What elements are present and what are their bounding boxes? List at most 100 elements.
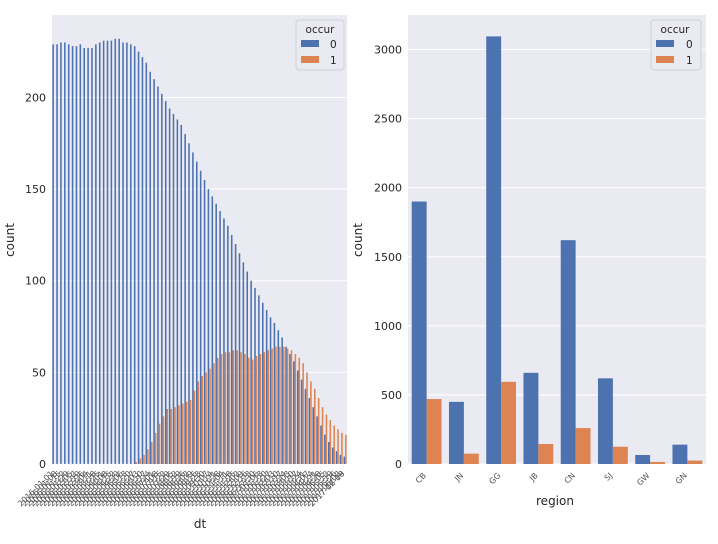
- left-bar-occur-0: [110, 40, 113, 465]
- right-bar-gn-occur-0: [672, 444, 688, 464]
- left-bar-occur-1: [263, 352, 266, 464]
- left-bar-occur-0: [95, 44, 97, 464]
- left-bar-occur-1: [317, 398, 320, 464]
- left-bar-occur-1: [236, 350, 238, 464]
- left-bar-occur-0: [133, 46, 136, 465]
- left-bar-occur-0: [281, 337, 283, 464]
- left-bar-occur-1: [150, 442, 153, 464]
- left-bar-occur-0: [234, 244, 237, 464]
- right-x-tick-label-jb: JB: [527, 471, 540, 484]
- left-bar-occur-0: [83, 47, 85, 464]
- left-bar-occur-0: [161, 93, 163, 465]
- l-y-tick-label: 0: [39, 458, 46, 471]
- left-bar-occur-0: [277, 330, 280, 464]
- right-bar-jn-occur-1: [463, 453, 479, 464]
- left-bar-occur-1: [294, 354, 297, 464]
- left-bar-occur-0: [106, 40, 109, 465]
- left-bar-occur-0: [254, 288, 256, 464]
- left-bar-occur-1: [341, 432, 343, 464]
- left-bar-occur-0: [242, 262, 245, 464]
- right-x-tick-label-gn: GN: [674, 471, 689, 486]
- right-bar-jb-occur-0: [523, 372, 539, 464]
- left-bar-occur-1: [162, 416, 165, 464]
- left-bar-occur-0: [145, 62, 148, 464]
- right-bar-cn-occur-1: [575, 428, 591, 464]
- left-bar-occur-0: [180, 124, 183, 465]
- right-bar-cb-occur-1: [426, 399, 442, 464]
- left-bar-occur-1: [321, 407, 324, 464]
- left-bar-occur-1: [143, 454, 145, 464]
- left-bar-occur-0: [269, 317, 272, 464]
- left-bar-occur-0: [227, 225, 229, 464]
- left-bar-occur-0: [219, 211, 221, 464]
- r-y-tick-label: 0: [395, 458, 402, 471]
- right-y-axis-label: count: [351, 223, 365, 257]
- left-bar-occur-1: [302, 363, 304, 464]
- left-bar-occur-0: [203, 179, 206, 464]
- right-x-tick-label-sj: SJ: [603, 471, 615, 483]
- left-bar-occur-0: [296, 370, 299, 464]
- left-bar-occur-0: [327, 442, 330, 464]
- l-y-tick-label: 100: [25, 275, 46, 288]
- left-bar-occur-0: [215, 203, 217, 465]
- left-bar-occur-0: [246, 271, 249, 464]
- right-bar-cn-occur-0: [560, 240, 576, 464]
- left-bar-occur-0: [192, 152, 194, 464]
- left-bar-occur-0: [331, 447, 334, 464]
- left-bar-occur-0: [67, 44, 70, 464]
- left-bar-occur-1: [224, 352, 227, 464]
- left-y-axis-label: count: [3, 223, 17, 257]
- left-bar-occur-0: [164, 101, 167, 464]
- left-bar-occur-0: [211, 196, 214, 464]
- r-y-tick-label: 1000: [374, 320, 402, 333]
- left-bar-occur-0: [122, 42, 124, 464]
- right-bar-gg-occur-1: [501, 381, 517, 464]
- left-bar-occur-0: [141, 57, 144, 464]
- left-bar-occur-0: [261, 302, 264, 464]
- right-x-tick-label-jn: JN: [452, 471, 465, 484]
- left-bar-occur-1: [259, 354, 262, 464]
- left-bar-occur-1: [310, 381, 312, 464]
- left-bar-occur-0: [168, 108, 171, 465]
- left-bar-occur-0: [71, 46, 74, 465]
- left-bar-occur-0: [335, 451, 338, 464]
- right-x-tick-label-cb: CB: [414, 471, 428, 485]
- left-bar-occur-1: [209, 368, 211, 464]
- left-bar-occur-1: [166, 409, 169, 464]
- r-y-tick-label: 1500: [374, 251, 402, 264]
- left-bar-occur-1: [325, 414, 328, 464]
- left-bar-occur-1: [306, 372, 308, 464]
- left-bar-occur-0: [199, 170, 202, 464]
- left-bar-occur-0: [207, 189, 210, 464]
- right-legend-swatch-0: [656, 40, 674, 47]
- left-bar-occur-1: [337, 429, 339, 464]
- left-bar-occur-0: [114, 38, 117, 464]
- left-bar-occur-0: [102, 40, 105, 465]
- left-bar-occur-1: [282, 346, 285, 464]
- l-y-tick-label: 200: [25, 91, 46, 104]
- left-bar-occur-0: [289, 354, 291, 464]
- left-bar-occur-1: [158, 423, 161, 464]
- right-bar-jb-occur-1: [538, 443, 554, 464]
- left-bar-occur-1: [147, 449, 149, 464]
- left-bar-occur-1: [228, 352, 231, 464]
- left-legend: occur 0 1: [295, 19, 345, 71]
- r-y-tick-label: 500: [381, 389, 402, 402]
- right-plot-area: [408, 15, 706, 464]
- left-bar-occur-0: [149, 71, 151, 464]
- l-y-tick-label: 150: [25, 183, 46, 196]
- r-y-tick-label: 2000: [374, 182, 402, 195]
- left-bar-occur-1: [205, 372, 207, 464]
- left-bar-occur-0: [153, 79, 155, 465]
- left-bar-occur-0: [87, 47, 89, 464]
- left-bar-occur-1: [286, 348, 289, 464]
- left-bar-occur-0: [324, 434, 326, 464]
- left-bar-occur-0: [60, 42, 62, 464]
- right-bar-jn-occur-0: [448, 401, 464, 464]
- left-bar-occur-0: [98, 42, 101, 464]
- right-x-axis-label: region: [536, 494, 574, 508]
- right-bar-gw-occur-0: [635, 455, 651, 464]
- left-bar-occur-0: [316, 416, 318, 464]
- left-bar-occur-1: [333, 425, 335, 464]
